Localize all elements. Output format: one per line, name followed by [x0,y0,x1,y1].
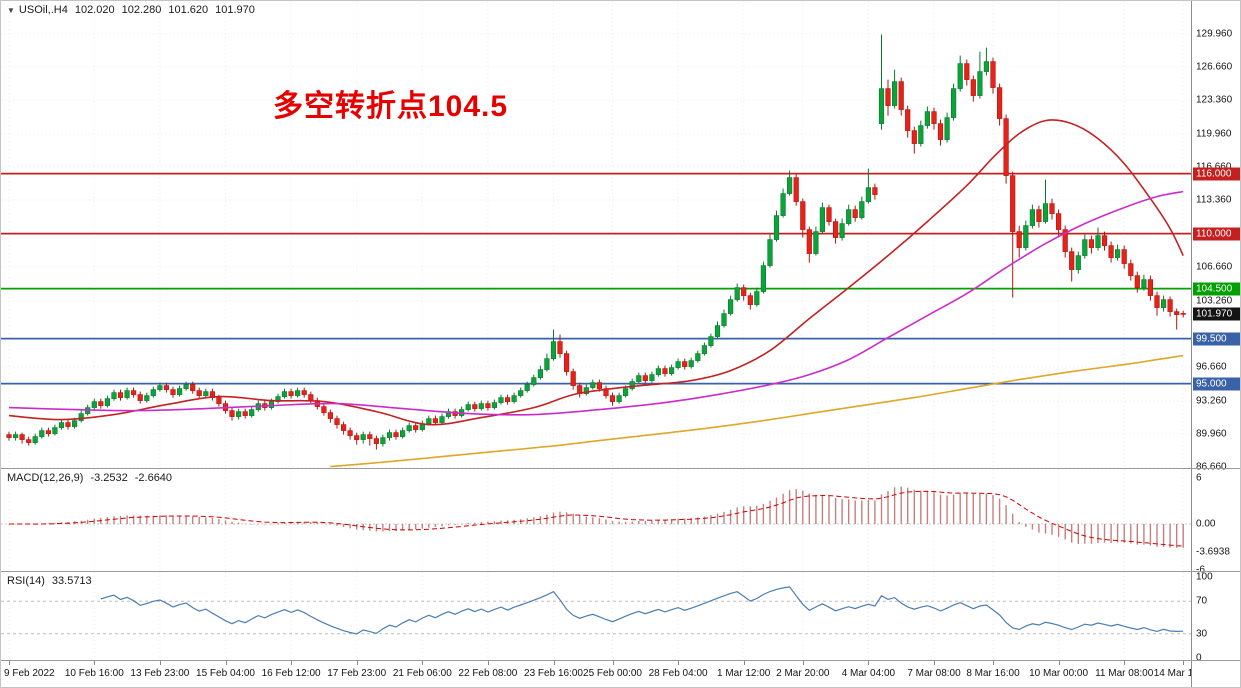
time-axis-label: 2 Mar 20:00 [776,668,830,679]
time-tick [868,661,870,665]
time-axis-label: 21 Feb 06:00 [392,668,452,679]
time-axis-label: 22 Feb 08:00 [458,668,518,679]
price-line-badge: 99.500 [1193,332,1240,346]
pane-separator[interactable] [1,571,1240,572]
price-axis-label: 93.260 [1196,395,1227,407]
time-tick [9,661,10,665]
time-axis-label: 1 Mar 12:00 [717,668,771,679]
time-axis-label: 9 Feb 2022 [4,668,55,679]
time-axis-label: 4 Mar 04:00 [841,668,896,679]
time-axis-label: 23 Feb 16:00 [524,668,583,679]
time-tick [934,661,935,665]
price-pane[interactable]: ▼ USOil,.H4 102.020 102.280 101.620 101.970 多… [1,1,1191,468]
time-tick [291,661,293,665]
rsi-pane[interactable]: RSI(14) 33.5713 [1,572,1191,660]
time-axis-label: 7 Mar 08:00 [907,668,961,679]
time-tick [993,661,994,665]
rsi-axis-label: 0 [1196,652,1202,664]
time-axis-label: 28 Feb 04:00 [648,668,708,679]
price-line-badge: 116.000 [1193,167,1240,181]
price-axis-label: 113.360 [1196,194,1232,206]
rsi-header: RSI(14) 33.5713 [7,575,92,587]
time-tick [678,661,680,665]
annotation-text: 多空转折点104.5 [273,90,509,123]
macd-axis-label: -6 [1196,564,1205,576]
rsi-label: RSI(14) [7,575,45,587]
chart-header: ▼ USOil,.H4 102.020 102.280 101.620 101.970 [7,4,255,16]
close-value: 101.970 [215,4,255,16]
price-axis-label: 126.660 [1196,61,1233,73]
macd-header: MACD(12,26,9) -3.2532 -2.6640 [7,472,172,484]
time-tick [802,661,804,665]
price-line-badge: 95.000 [1193,377,1240,391]
candlestick-chart [1,1,1191,468]
time-axis-label: 10 Feb 16:00 [64,668,124,679]
price-axis-label: 106.660 [1196,261,1233,273]
pane-separator[interactable] [1,660,1240,661]
time-axis-label: 10 Mar 00:00 [1029,668,1089,679]
price-axis-label: 119.960 [1196,128,1232,140]
time-axis-label: 8 Mar 16:00 [966,668,1020,679]
symbol-period-label: USOil,.H4 [18,4,68,16]
time-tick [356,661,358,665]
price-axis-label: 86.660 [1196,461,1227,473]
time-tick [553,661,555,665]
time-tick [1058,661,1060,665]
time-axis-label: 13 Feb 23:00 [130,668,190,679]
macd-signal-value: -2.6640 [134,472,173,484]
open-value: 102.020 [74,4,115,16]
time-axis-label: 25 Feb 00:00 [583,668,642,679]
time-tick [612,661,614,665]
rsi-chart [1,572,1191,660]
rsi-axis-label: 100 [1196,571,1213,583]
price-line-badge: 101.970 [1193,307,1240,321]
macd-chart [1,469,1191,570]
time-tick [1183,661,1185,665]
collapse-chart-icon[interactable]: ▼ [7,6,15,15]
rsi-axis-label: 70 [1196,595,1208,607]
pane-separator[interactable] [1,468,1240,469]
price-axis-label: 96.660 [1196,361,1227,373]
time-tick [225,661,227,665]
price-axis[interactable]: 129.960 126.660 123.360 119.960 116.660 113.3… [1191,1,1240,687]
high-value: 102.280 [121,4,162,16]
time-axis-label: 11 Mar 08:00 [1095,668,1154,679]
rsi-value: 33.5713 [51,575,92,587]
price-axis-label: 89.960 [1196,428,1227,440]
time-axis-label: 17 Feb 23:00 [327,668,387,679]
time-axis-label: 15 Feb 04:00 [196,668,255,679]
price-axis-label: 103.260 [1196,295,1233,307]
macd-axis-label: 6 [1196,472,1202,484]
macd-axis-label: 0.00 [1196,518,1216,530]
time-axis[interactable]: 9 Feb 2022 10 Feb 16:00 13 Feb 23:00 15 Feb… [1,661,1240,687]
low-value: 101.620 [168,4,209,16]
time-tick [743,661,745,665]
time-tick [422,661,424,665]
time-tick [94,661,96,665]
price-axis-label: 116.660 [1196,162,1231,173]
price-line-badge: 110.000 [1193,227,1240,241]
time-axis-label: 14 Mar 12:00 [1153,668,1213,679]
price-line-badge: 104.500 [1193,282,1240,296]
time-tick [487,661,489,665]
macd-main-value: -3.2532 [90,472,128,484]
time-tick [1124,661,1126,665]
time-axis-label: 16 Feb 12:00 [261,668,321,679]
time-tick [159,661,161,665]
price-axis-label: 123.360 [1196,94,1233,106]
rsi-axis-label: 30 [1196,628,1208,640]
price-axis-label: 129.960 [1196,28,1233,40]
macd-axis-label: -3.6938 [1196,546,1230,558]
macd-pane[interactable]: MACD(12,26,9) -3.2532 -2.6640 [1,469,1191,570]
macd-label: MACD(12,26,9) [7,472,84,484]
